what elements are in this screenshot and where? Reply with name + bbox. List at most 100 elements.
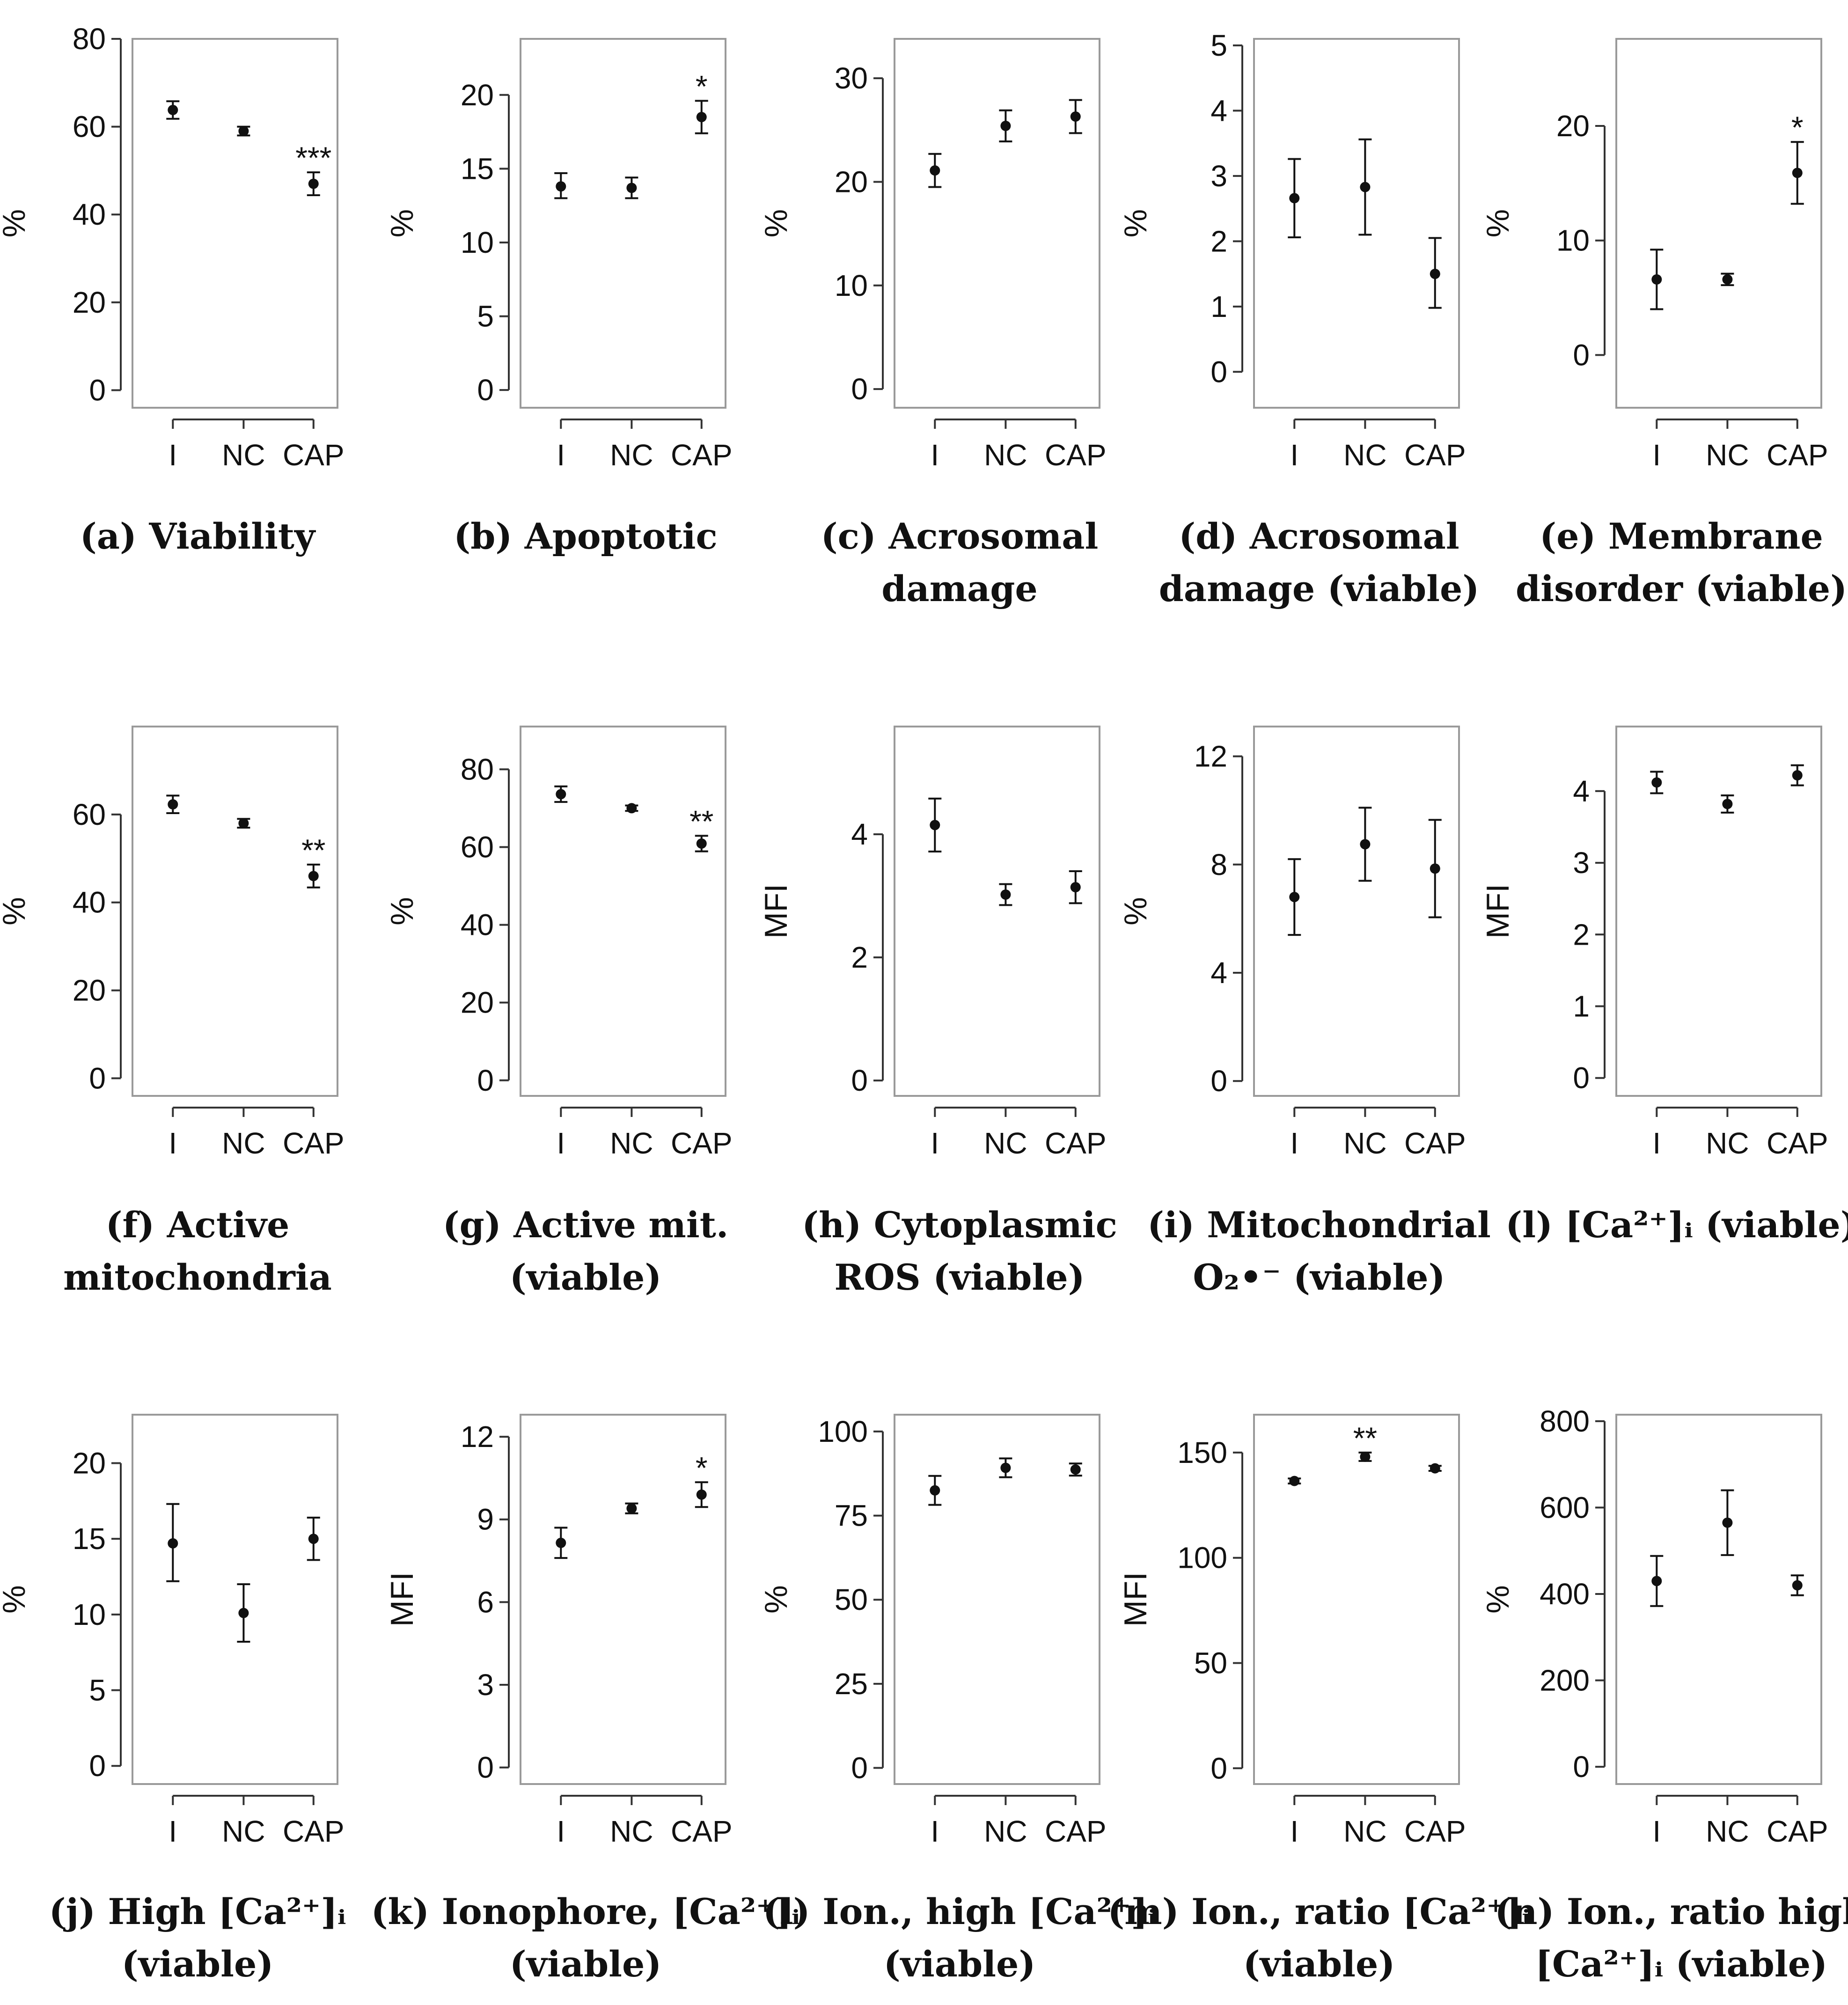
panel-caption: mitochondria xyxy=(63,1256,332,1298)
y-axis-title: % xyxy=(1480,1585,1516,1613)
y-tick-label: 0 xyxy=(89,1061,106,1095)
panel-caption: (c) Acrosomal xyxy=(821,515,1099,557)
y-tick-label: 10 xyxy=(73,1598,106,1631)
y-axis-title: % xyxy=(1480,209,1516,237)
x-tick-label: CAP xyxy=(1045,438,1107,472)
y-tick-label: 25 xyxy=(835,1667,868,1701)
y-tick-label: 3 xyxy=(1210,159,1227,193)
x-tick-label: NC xyxy=(1706,438,1749,472)
x-tick-label: I xyxy=(1652,438,1661,472)
x-tick-label: NC xyxy=(984,438,1027,472)
y-tick-label: 10 xyxy=(835,269,868,302)
y-tick-label: 1 xyxy=(1210,290,1227,323)
plot-frame xyxy=(520,38,726,409)
y-tick-label: 0 xyxy=(1210,1064,1227,1098)
data-point xyxy=(168,799,178,810)
y-tick-label: 0 xyxy=(89,1749,106,1783)
data-point xyxy=(930,165,940,176)
data-point xyxy=(168,104,178,115)
y-axis-title: % xyxy=(0,209,32,237)
chart-panel-e: 0 10 20% I NC CAP * (e) Membrane disorder (viabl… xyxy=(1480,38,1847,610)
y-tick-label: 5 xyxy=(1210,29,1227,62)
plot-frame xyxy=(520,1414,726,1785)
panel-caption: (b) Apoptotic xyxy=(454,515,718,557)
y-tick-label: 75 xyxy=(835,1499,868,1533)
x-tick-label: I xyxy=(169,1814,177,1848)
x-tick-label: NC xyxy=(984,1814,1027,1848)
data-point xyxy=(1430,269,1440,279)
data-point xyxy=(1722,274,1733,285)
data-point xyxy=(1360,182,1371,192)
y-axis-title: % xyxy=(758,1585,794,1613)
x-tick-label: I xyxy=(931,1126,939,1160)
y-tick-label: 5 xyxy=(477,300,494,333)
x-tick-label: NC xyxy=(222,1126,265,1160)
data-point xyxy=(308,1534,319,1544)
data-point xyxy=(1792,168,1803,178)
data-point xyxy=(1430,863,1440,874)
data-point xyxy=(1722,1517,1733,1528)
y-axis-title: MFI xyxy=(384,1572,420,1627)
x-tick-label: CAP xyxy=(1045,1126,1107,1160)
x-tick-label: I xyxy=(557,1126,565,1160)
chart-panel-i: 0 4 8 12% I NC CAP (i) Mitochondrial O₂•⁻ (viabl… xyxy=(1118,726,1491,1298)
y-tick-label: 60 xyxy=(461,830,494,864)
y-axis-title: % xyxy=(1118,897,1153,925)
panel-caption: (viable) xyxy=(122,1943,274,1985)
y-tick-label: 80 xyxy=(461,752,494,786)
chart-panel-c: 0 10 20 30% I NC CAP (c) Acrosomal damage xyxy=(758,38,1107,610)
y-tick-label: 0 xyxy=(851,372,868,406)
panel-caption: (m) Ion., ratio [Ca²⁺]ᵢ xyxy=(1107,1891,1530,1932)
x-tick-label: I xyxy=(931,1814,939,1848)
data-point xyxy=(696,838,707,849)
plot-frame xyxy=(1253,1414,1460,1785)
data-point xyxy=(238,818,249,829)
y-tick-label: 60 xyxy=(73,110,106,144)
data-point xyxy=(626,1503,637,1514)
x-tick-label: NC xyxy=(1706,1814,1749,1848)
x-tick-label: CAP xyxy=(1767,1126,1828,1160)
chart-panel-k: 0 3 6 9 12 MFI I NC CAP * (k) Ionophore, [Ca²⁺]ᵢ (v… xyxy=(371,1414,800,1985)
data-point xyxy=(930,820,940,830)
plot-frame xyxy=(1253,726,1460,1097)
x-tick-label: I xyxy=(931,438,939,472)
y-tick-label: 5 xyxy=(89,1674,106,1707)
panel-caption: (viable) xyxy=(510,1943,662,1985)
panel-caption: damage (viable) xyxy=(1159,568,1480,610)
y-axis-title: MFI xyxy=(1480,884,1516,939)
panel-caption: (viable) xyxy=(884,1943,1036,1985)
chart-panel-g: 0 20 40 60 80% I NC CAP ** (g) Active mit. (viable… xyxy=(384,726,733,1298)
data-point xyxy=(238,1608,249,1618)
data-point xyxy=(1289,892,1300,903)
data-point xyxy=(1070,882,1081,893)
y-tick-label: 20 xyxy=(835,165,868,198)
x-tick-label: NC xyxy=(610,438,653,472)
y-tick-label: 2 xyxy=(1210,224,1227,258)
data-point xyxy=(556,1537,566,1548)
x-tick-label: CAP xyxy=(671,1814,733,1848)
panel-caption: ROS (viable) xyxy=(834,1256,1085,1298)
y-tick-label: 20 xyxy=(73,1446,106,1480)
plot-frame xyxy=(132,38,338,409)
panel-caption: (d) Acrosomal xyxy=(1179,515,1459,557)
panel-caption: (e) Membrane xyxy=(1540,515,1823,557)
y-tick-label: 80 xyxy=(73,22,106,56)
y-tick-label: 4 xyxy=(851,817,868,851)
significance-marker: *** xyxy=(295,140,331,175)
y-axis-title: % xyxy=(1118,209,1153,237)
plot-frame xyxy=(1615,726,1822,1097)
x-tick-label: NC xyxy=(984,1126,1027,1160)
data-point xyxy=(1070,1464,1081,1475)
panel-caption: (h) Cytoplasmic xyxy=(802,1204,1117,1246)
y-tick-label: 60 xyxy=(73,798,106,831)
x-tick-label: I xyxy=(169,438,177,472)
data-point xyxy=(1722,799,1733,809)
x-tick-label: NC xyxy=(222,1814,265,1848)
y-tick-label: 3 xyxy=(1573,846,1590,880)
y-tick-label: 12 xyxy=(461,1420,494,1454)
chart-panel-n: 0 200 400 600 800% I NC CAP (n) Ion., ratio high… xyxy=(1480,1404,1848,1985)
x-tick-label: NC xyxy=(610,1126,653,1160)
y-tick-label: 20 xyxy=(1556,109,1590,143)
panel-caption: (a) Viability xyxy=(80,515,316,557)
